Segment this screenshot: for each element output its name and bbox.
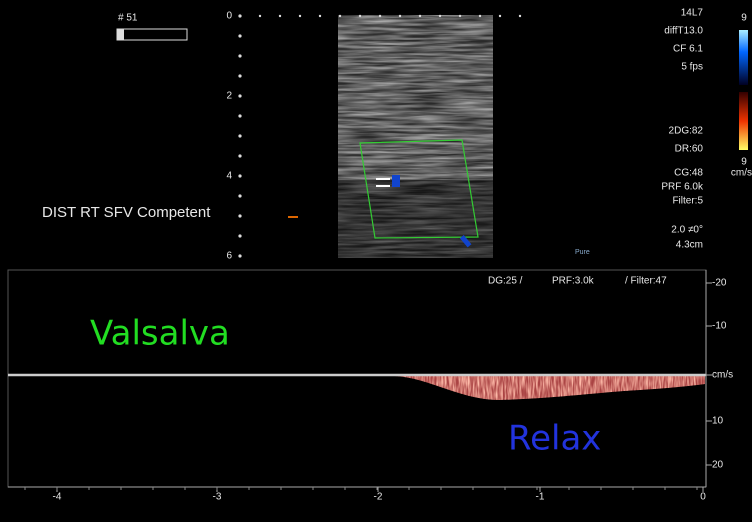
time-label: 0 — [700, 492, 706, 503]
doppler-setting: DG:25 / — [488, 276, 523, 287]
frame-bar-fill — [117, 29, 124, 40]
color-flow — [392, 175, 400, 187]
time-label: -3 — [213, 492, 222, 503]
depth-dot — [238, 14, 241, 17]
top-dot — [499, 15, 501, 17]
setting: PRF 6.0k — [661, 182, 704, 193]
depth-dot — [238, 74, 241, 77]
setting: Filter:5 — [672, 196, 703, 207]
depth-dot — [238, 154, 241, 157]
cf: CF 6.1 — [673, 44, 703, 55]
depth-dot — [238, 194, 241, 197]
depth-dot — [238, 174, 241, 177]
top-dot — [419, 15, 421, 17]
cursor — [288, 216, 298, 218]
top-dot — [279, 15, 281, 17]
relax-label: Relax — [508, 419, 601, 459]
page: {"header": {"frame": "# 51", "probe": "1… — [0, 0, 752, 522]
ultrasound-screen: # 51 14L7 diffT13.0 CF 6.1 5 fps 9 9 cm/… — [0, 0, 752, 522]
gate-marker — [376, 178, 390, 180]
depth-label: 4 — [226, 171, 232, 182]
depth-dot — [238, 54, 241, 57]
depth-label: 6 — [226, 251, 232, 262]
velocity-label: -20 — [712, 278, 727, 289]
depth-label: 0 — [226, 11, 232, 22]
velocity-label: -10 — [712, 321, 727, 332]
top-dot — [519, 15, 521, 17]
time-label: -2 — [374, 492, 383, 503]
fps: 5 fps — [681, 62, 703, 73]
doppler-setting: / Filter:47 — [625, 276, 667, 287]
time-label: -1 — [536, 492, 545, 503]
doppler-setting: PRF:3.0k — [552, 276, 595, 287]
setting: DR:60 — [675, 144, 704, 155]
setting: 4.3cm — [676, 240, 703, 251]
velocity-label: 20 — [712, 460, 724, 471]
top-dot — [319, 15, 321, 17]
depth-dot — [238, 34, 241, 37]
top-dot — [299, 15, 301, 17]
gate-marker — [376, 185, 390, 187]
mode: diffT13.0 — [664, 26, 703, 37]
top-dot — [479, 15, 481, 17]
depth-dot — [238, 214, 241, 217]
top-dot — [339, 15, 341, 17]
time-label: -4 — [53, 492, 62, 503]
velocity-label: cm/s — [712, 370, 733, 381]
top-dot — [259, 15, 261, 17]
depth-dot — [238, 94, 241, 97]
top-dot — [359, 15, 361, 17]
bmode-shadow — [338, 180, 493, 258]
top-dot — [379, 15, 381, 17]
depth-dot — [238, 134, 241, 137]
color-bar-blue — [739, 30, 748, 85]
depth-dot — [238, 114, 241, 117]
depth-label: 2 — [226, 91, 232, 102]
annotation: DIST RT SFV Competent — [42, 204, 211, 221]
logo: Pure — [575, 249, 590, 256]
depth-dot — [238, 234, 241, 237]
top-dot — [439, 15, 441, 17]
top-dot — [459, 15, 461, 17]
frame-number: # 51 — [118, 13, 138, 24]
color-unit: cm/s — [731, 168, 752, 179]
setting: CG:48 — [674, 168, 703, 179]
probe: 14L7 — [681, 8, 704, 19]
color-top: 9 — [741, 13, 747, 24]
velocity-label: 10 — [712, 416, 724, 427]
color-bottom: 9 — [741, 157, 747, 168]
setting: 2DG:82 — [669, 126, 704, 137]
top-dot — [399, 15, 401, 17]
valsalva-label: Valsalva — [90, 314, 230, 354]
depth-dot — [238, 254, 241, 257]
color-bar-red — [739, 92, 748, 150]
setting: 2.0 ≠0° — [671, 225, 703, 236]
